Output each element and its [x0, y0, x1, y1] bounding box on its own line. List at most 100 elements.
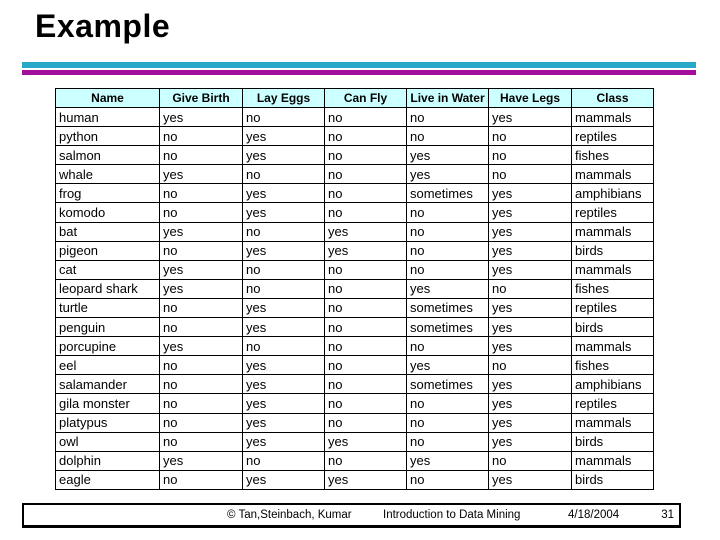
table-cell: no — [159, 240, 243, 261]
table-cell: yes — [488, 412, 572, 433]
column-header: Class — [571, 88, 654, 108]
footer-course-title: Introduction to Data Mining — [383, 509, 521, 521]
table-cell: no — [159, 202, 243, 223]
table-cell: yes — [488, 106, 572, 128]
table-cell: yes — [242, 145, 325, 166]
table-row: leopard shark yes no no yes no fishes — [55, 278, 654, 299]
table-cell: birds — [571, 469, 654, 491]
table-row: penguin no yes no sometimes yes birds — [55, 317, 654, 338]
column-header: Can Fly — [324, 88, 407, 108]
table-cell: yes — [159, 221, 243, 242]
table-row: human yes no no no yes mammals — [55, 106, 654, 128]
column-header: Name — [55, 88, 160, 108]
table-cell: yes — [324, 431, 407, 452]
table-cell: human — [55, 106, 160, 128]
table-row: frog no yes no sometimes yes amphibians — [55, 183, 654, 204]
table-cell: yes — [488, 240, 572, 261]
table-cell: yes — [159, 259, 243, 280]
table-cell: no — [159, 374, 243, 395]
column-header: Live in Water — [406, 88, 489, 108]
column-header: Lay Eggs — [242, 88, 325, 108]
table-cell: yes — [242, 240, 325, 261]
table-cell: yes — [488, 221, 572, 242]
table-cell: no — [159, 145, 243, 166]
table-cell: yes — [488, 393, 572, 414]
table-row: dolphin yes no no yes no mammals — [55, 450, 654, 471]
table-cell: yes — [488, 202, 572, 223]
table-cell: no — [406, 106, 489, 128]
table-cell: yes — [159, 106, 243, 128]
table-row: eel no yes no yes no fishes — [55, 355, 654, 376]
table-cell: cat — [55, 259, 160, 280]
table-cell: yes — [159, 164, 243, 185]
table-cell: no — [406, 431, 489, 452]
table-cell: birds — [571, 317, 654, 338]
table-cell: no — [324, 336, 407, 357]
table-cell: yes — [488, 259, 572, 280]
table-cell: eel — [55, 355, 160, 376]
footer-copyright: © Tan,Steinbach, Kumar — [227, 509, 352, 521]
table-cell: no — [324, 106, 407, 128]
table-row: turtle no yes no sometimes yes reptiles — [55, 297, 654, 319]
table-cell: no — [324, 412, 407, 433]
table-cell: no — [324, 450, 407, 471]
table-cell: yes — [488, 469, 572, 491]
table-cell: yes — [488, 183, 572, 204]
table-cell: no — [324, 393, 407, 414]
table-cell: no — [242, 450, 325, 471]
title-divider-teal-bar — [22, 62, 696, 68]
table-cell: no — [324, 145, 407, 166]
footer-bar: © Tan,Steinbach, Kumar Introduction to D… — [22, 503, 681, 528]
table-cell: no — [242, 221, 325, 242]
animal-attributes-table: Name Give Birth Lay Eggs Can Fly Live in Wat… — [55, 88, 654, 491]
table-cell: sometimes — [406, 374, 489, 395]
table-cell: fishes — [571, 145, 654, 166]
table-cell: salmon — [55, 145, 160, 166]
table-cell: whale — [55, 164, 160, 185]
table-cell: no — [242, 336, 325, 357]
table-cell: yes — [406, 145, 489, 166]
table-cell: yes — [324, 221, 407, 242]
table-cell: mammals — [571, 221, 654, 242]
table-cell: porcupine — [55, 336, 160, 357]
table-cell: no — [488, 164, 572, 185]
table-cell: yes — [324, 469, 407, 491]
table-cell: birds — [571, 240, 654, 261]
table-cell: no — [159, 393, 243, 414]
slide-title: Example — [35, 8, 171, 44]
table-cell: yes — [242, 183, 325, 204]
table-row: pigeon no yes yes no yes birds — [55, 240, 654, 261]
table-cell: no — [159, 431, 243, 452]
table-cell: yes — [488, 336, 572, 357]
table-cell: no — [406, 412, 489, 433]
table-cell: platypus — [55, 412, 160, 433]
table-cell: no — [324, 164, 407, 185]
table-cell: dolphin — [55, 450, 160, 471]
table-cell: yes — [406, 450, 489, 471]
table-cell: sometimes — [406, 317, 489, 338]
table-row: platypus no yes no no yes mammals — [55, 412, 654, 433]
table-cell: bat — [55, 221, 160, 242]
table-cell: amphibians — [571, 374, 654, 395]
title-divider-magenta-bar — [22, 70, 696, 75]
table-row: whale yes no no yes no mammals — [55, 164, 654, 185]
table-cell: yes — [159, 336, 243, 357]
table-cell: reptiles — [571, 393, 654, 414]
table-cell: mammals — [571, 164, 654, 185]
table-cell: yes — [488, 297, 572, 319]
table-row: cat yes no no no yes mammals — [55, 259, 654, 280]
table-cell: owl — [55, 431, 160, 452]
table-cell: salamander — [55, 374, 160, 395]
table-cell: no — [324, 317, 407, 338]
table-cell: python — [55, 126, 160, 147]
table-cell: no — [242, 164, 325, 185]
table-cell: no — [488, 278, 572, 299]
table-cell: fishes — [571, 278, 654, 299]
table-cell: yes — [488, 431, 572, 452]
table-cell: no — [159, 355, 243, 376]
table-cell: turtle — [55, 297, 160, 319]
table-cell: yes — [242, 202, 325, 223]
table-cell: no — [324, 355, 407, 376]
table-row: python no yes no no no reptiles — [55, 126, 654, 147]
table-cell: no — [488, 145, 572, 166]
